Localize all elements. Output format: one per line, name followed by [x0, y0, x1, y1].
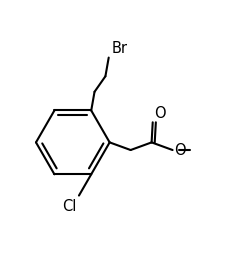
Text: Cl: Cl — [62, 199, 76, 214]
Text: O: O — [153, 106, 165, 121]
Text: O: O — [173, 142, 184, 158]
Text: Br: Br — [111, 42, 127, 57]
